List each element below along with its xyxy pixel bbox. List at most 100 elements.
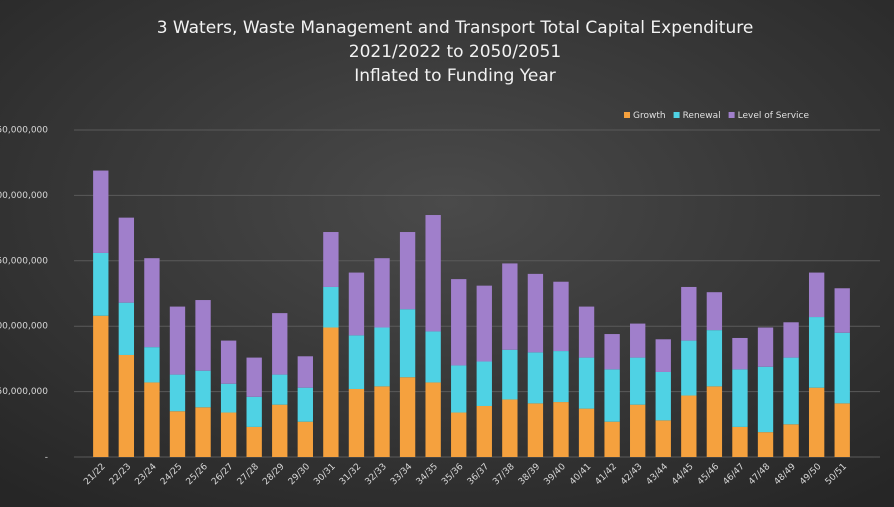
bar-segment — [578, 357, 595, 409]
bar-segment — [706, 386, 723, 457]
bar-segment — [399, 232, 416, 310]
bar-segment — [195, 300, 211, 371]
bar-segment — [502, 263, 518, 350]
bar-segment — [783, 424, 799, 457]
bar-segment — [757, 432, 774, 457]
bar-segment — [144, 347, 160, 383]
bar-segment — [169, 306, 186, 375]
bar-segment — [118, 354, 135, 457]
bar-segment — [732, 426, 748, 457]
bar-segment — [297, 421, 313, 457]
chart-subtitle: Inflated to Funding Year — [354, 66, 556, 86]
bar-segment — [476, 361, 492, 406]
bar-segment — [169, 374, 186, 412]
legend-label: Renewal — [683, 111, 721, 121]
legend-label: Level of Service — [738, 111, 810, 121]
bar-segment — [604, 369, 620, 422]
y-tick-label: 100,000,000 — [0, 322, 48, 332]
bar-segment — [144, 382, 160, 457]
bar-segment — [757, 327, 774, 367]
chart-subtitle: 2021/2022 to 2050/2051 — [349, 42, 561, 62]
bar-segment — [527, 352, 544, 404]
bar-segment — [220, 383, 237, 413]
bar-segment — [425, 382, 441, 457]
bar-segment — [118, 217, 135, 303]
bar-segment — [374, 386, 390, 457]
bar-segment — [169, 411, 186, 457]
bar-segment — [272, 374, 288, 405]
bar-segment — [476, 405, 492, 457]
legend-swatch — [624, 112, 630, 118]
bar-segment — [808, 387, 825, 457]
bar-segment — [834, 332, 850, 404]
chart-title: 3 Waters, Waste Management and Transport… — [157, 18, 754, 38]
bar-segment — [425, 215, 441, 332]
bar-segment — [323, 286, 339, 328]
bar-segment — [348, 272, 365, 336]
legend-swatch — [673, 112, 680, 118]
bar-segment — [374, 258, 390, 328]
bar-segment — [732, 337, 748, 370]
y-tick-label: 50,000,000 — [0, 387, 48, 397]
y-tick-label: 250,000,000 — [0, 126, 48, 136]
bar-segment — [783, 322, 799, 358]
bar-segment — [144, 258, 160, 348]
bar-segment — [195, 407, 211, 457]
bar-segment — [246, 426, 262, 457]
bar-segment — [681, 340, 697, 396]
bar-segment — [323, 232, 339, 287]
bar-segment — [808, 272, 825, 318]
bar-segment — [604, 421, 620, 457]
bar-segment — [553, 281, 569, 352]
bar-segment — [681, 286, 697, 341]
bar-segment — [655, 371, 671, 421]
bar-segment — [706, 292, 723, 331]
bar-segment — [783, 357, 799, 425]
bar-segment — [578, 408, 595, 457]
bar-segment — [630, 404, 646, 457]
bar-segment — [553, 351, 569, 403]
bar-segment — [681, 395, 697, 457]
bar-segment — [655, 420, 671, 457]
bar-segment — [476, 285, 492, 362]
bar-segment — [297, 356, 313, 388]
bar-segment — [220, 340, 237, 384]
bar-segment — [451, 365, 467, 413]
legend-swatch — [728, 112, 735, 118]
bar-segment — [834, 288, 850, 333]
bar-segment — [399, 377, 416, 457]
bar-segment — [323, 327, 339, 457]
bar-segment — [604, 334, 620, 370]
y-tick-label: 200,000,000 — [0, 191, 48, 201]
legend-label: Growth — [633, 111, 666, 121]
bar-segment — [630, 323, 646, 358]
bar-segment — [757, 366, 774, 433]
bar-segment — [502, 349, 518, 400]
bar-segment — [118, 302, 135, 355]
bar-segment — [399, 309, 416, 378]
bar-segment — [93, 252, 109, 316]
bar-segment — [451, 412, 467, 457]
bar-segment — [706, 330, 723, 387]
bar-segment — [732, 369, 748, 427]
y-tick-label: - — [45, 453, 48, 463]
bar-segment — [451, 279, 467, 366]
bar-segment — [272, 404, 288, 457]
bar-segment — [527, 403, 544, 457]
bar-segment — [834, 403, 850, 457]
bar-segment — [553, 402, 569, 457]
bar-segment — [246, 357, 262, 397]
bar-segment — [502, 399, 518, 457]
bar-segment — [374, 327, 390, 387]
bar-segment — [93, 170, 109, 253]
bar-segment — [246, 396, 262, 427]
bar-segment — [297, 387, 313, 422]
bar-segment — [425, 331, 441, 383]
bar-segment — [578, 306, 595, 358]
bar-segment — [348, 335, 365, 389]
bar-segment — [808, 317, 825, 388]
bar-segment — [527, 273, 544, 353]
bar-segment — [93, 315, 109, 457]
bar-segment — [272, 313, 288, 375]
